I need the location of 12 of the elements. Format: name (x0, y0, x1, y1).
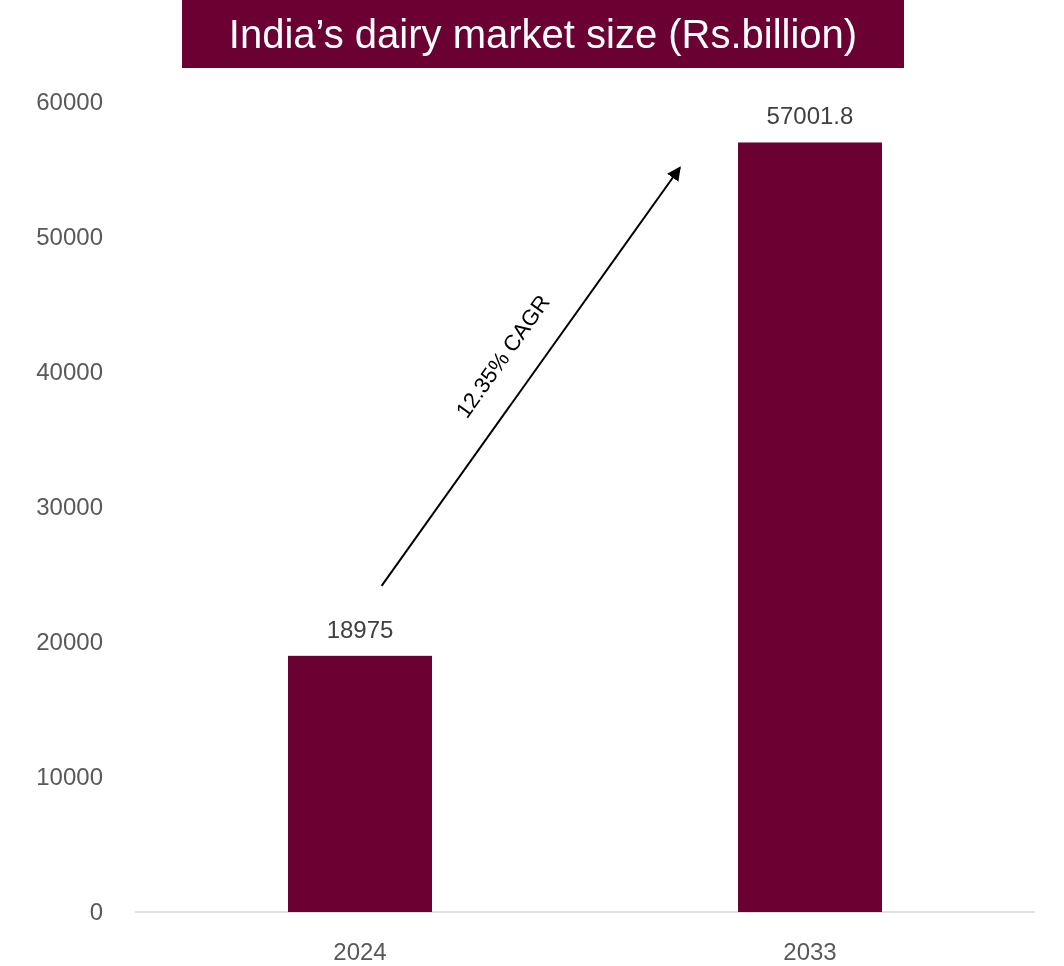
y-tick-label: 10000 (36, 763, 103, 791)
x-tick-label: 2033 (783, 938, 837, 965)
y-tick-label: 60000 (36, 88, 103, 116)
y-tick-label: 50000 (36, 223, 103, 251)
y-tick-label: 30000 (36, 493, 103, 521)
data-label: 18975 (326, 615, 394, 643)
y-tick-label: 20000 (36, 628, 103, 656)
data-label: 57001.8 (766, 102, 854, 130)
x-tick-label: 2024 (333, 938, 387, 965)
y-tick-label: 0 (89, 898, 103, 926)
y-tick-label: 40000 (36, 358, 103, 386)
chart-title: India’s dairy market size (Rs.billion) (228, 12, 858, 56)
